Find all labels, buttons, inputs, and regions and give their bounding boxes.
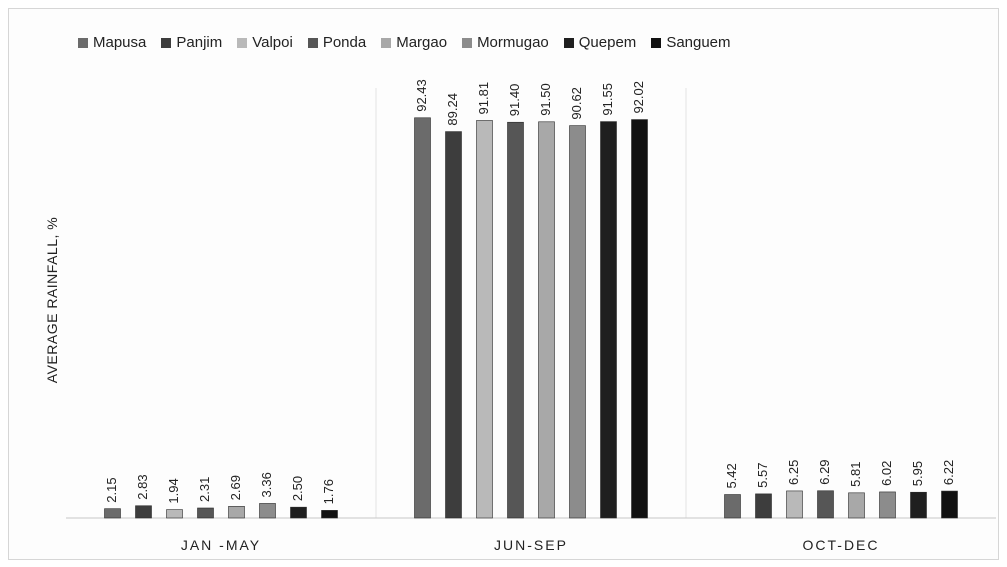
data-label: 5.95 [910,461,925,486]
legend-label: Valpoi [252,34,293,51]
bar-mormugao-0 [259,503,276,519]
bar-sanguem-0 [321,510,338,519]
legend-swatch [237,37,248,48]
data-label: 6.02 [879,461,894,486]
legend-item-margao: Margao [381,34,447,51]
data-label: 5.81 [848,462,863,487]
data-label: 2.31 [197,477,212,502]
bar-margao-0 [228,506,245,519]
legend-label: Mapusa [93,34,147,51]
data-label: 91.40 [507,84,522,117]
legend-swatch [651,37,662,48]
bar-sanguem-1 [631,119,648,519]
data-label: 6.22 [941,460,956,485]
bar-panjim-1 [445,131,462,519]
bar-panjim-2 [755,493,772,519]
legend-item-panjim: Panjim [161,34,222,51]
legend: Mapusa Panjim Valpoi Ponda Margao Mormugao Que… [78,34,731,51]
data-label: 2.15 [104,477,119,502]
data-label: 91.81 [476,82,491,115]
chart-frame [8,8,999,560]
data-label: 89.24 [445,93,460,126]
bar-mapusa-0 [104,508,121,519]
legend-label: Quepem [578,34,637,51]
bar-quepem-0 [290,506,307,519]
bar-panjim-0 [135,505,152,519]
legend-swatch [161,37,172,48]
legend-item-quepem: Quepem [563,34,637,51]
legend-label: Ponda [322,34,367,51]
data-label: 1.94 [166,478,181,503]
bar-ponda-2 [817,490,834,519]
data-label: 5.57 [755,463,770,488]
legend-item-sanguem: Sanguem [651,34,731,51]
data-label: 2.50 [290,476,305,501]
bar-mapusa-1 [414,117,431,519]
bar-mormugao-1 [569,125,586,519]
bar-valpoi-2 [786,490,803,519]
bar-mapusa-2 [724,494,741,519]
legend-swatch [381,37,392,48]
bar-mormugao-2 [879,491,896,519]
x-tick-label: JUN-SEP [494,537,568,553]
data-label: 91.55 [600,83,615,116]
legend-swatch [563,37,574,48]
data-label: 3.36 [259,472,274,497]
bar-valpoi-1 [476,120,493,519]
data-label: 6.25 [786,460,801,485]
x-tick-label: OCT-DEC [803,537,880,553]
legend-item-mormugao: Mormugao [462,34,549,51]
data-label: 92.43 [414,79,429,112]
data-label: 2.83 [135,474,150,499]
data-label: 6.29 [817,459,832,484]
legend-label: Margao [396,34,448,51]
bar-quepem-2 [910,491,927,519]
legend-item-mapusa: Mapusa [78,34,146,51]
bar-margao-1 [538,121,555,519]
bar-sanguem-2 [941,490,958,519]
data-label: 1.76 [321,479,336,504]
bar-quepem-1 [600,121,617,519]
legend-swatch [462,37,473,48]
data-label: 92.02 [631,81,646,114]
data-label: 5.42 [724,463,739,488]
bar-ponda-0 [197,507,214,519]
data-label: 90.62 [569,87,584,120]
x-tick-label: JAN -MAY [181,537,261,553]
bar-valpoi-0 [166,509,183,519]
legend-item-valpoi: Valpoi [237,34,293,51]
bar-ponda-1 [507,121,524,519]
legend-label: Panjim [176,34,223,51]
legend-swatch [307,37,318,48]
bar-margao-2 [848,492,865,519]
legend-swatch [78,37,88,48]
legend-item-ponda: Ponda [307,34,367,51]
data-label: 91.50 [538,83,553,116]
legend-label: Sanguem [666,34,731,51]
data-label: 2.69 [228,475,243,500]
legend-label: Mormugao [477,34,549,51]
